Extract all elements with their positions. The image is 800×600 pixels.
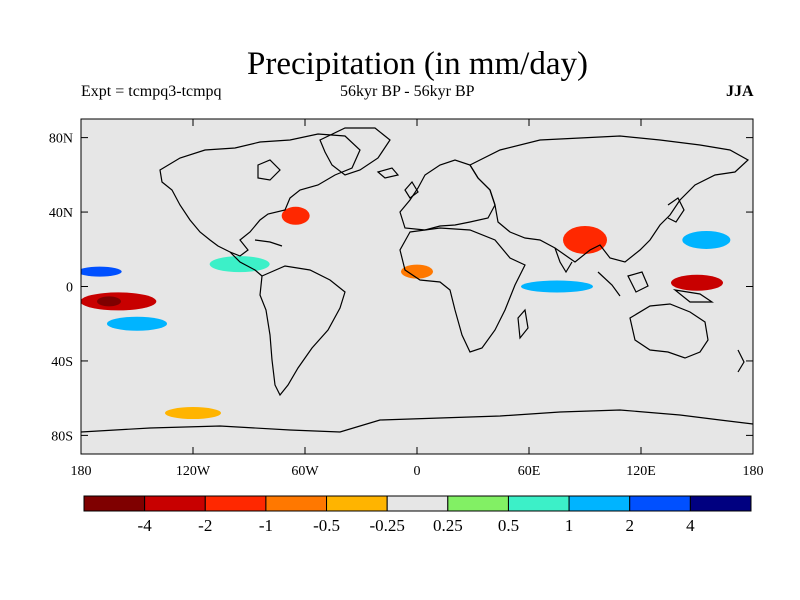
x-tick-label: 120E [626,464,656,479]
x-tick-label: 0 [414,464,421,479]
coastline-hudson-bay [257,159,281,181]
coastline-south-america [259,265,346,397]
anomaly-region-west-africa-drying [401,264,433,279]
anomaly-region-gulf-stream-drying [281,206,310,225]
anomaly-region-central-america-wetting [209,256,270,273]
colorbar-label: -0.25 [369,516,404,535]
anomaly-region-equatorial-pacific-wetting [81,266,122,277]
x-tick-label: 60E [518,464,541,479]
colorbar-label: -4 [138,516,153,535]
colorbar-swatch [629,495,691,512]
colorbar-label: -0.5 [313,516,340,535]
anomaly-region-central-pacific-drying-core [97,296,121,307]
coastline-new-zealand [737,349,745,373]
coastline-british-isles [404,180,419,199]
colorbar: -4 -2 -1 -0.5 -0.25 0.25 0.5 1 2 4 [83,495,752,535]
season-label: JJA [726,83,754,100]
anomaly-region-west-pacific-drying [671,274,723,291]
anomaly-region-south-pacific-wetting [107,316,167,331]
x-tick-label: 180 [743,464,764,479]
colorbar-swatch [326,495,388,512]
colorbar-label: 0.5 [498,516,519,535]
coastline-north-america [159,133,361,257]
coastline-central-america [229,251,263,277]
anomaly-region-indian-ocean-wetting [521,280,593,293]
anomaly-region-southern-ocean-drying [165,407,221,420]
coastline-sumatra [597,271,621,297]
chart-title: Precipitation (in mm/day) [247,46,588,82]
colorbar-label: 4 [686,516,695,535]
colorbar-label: -1 [259,516,273,535]
colorbar-label: -2 [198,516,212,535]
colorbar-label: 2 [625,516,634,535]
coastline-madagascar [517,308,529,340]
y-tick-label: 80N [49,132,73,147]
colorbar-swatch [568,495,631,512]
coastline-asia [469,135,750,263]
coastline-greenland [319,127,391,176]
coastline-new-guinea [672,289,714,303]
y-tick-label: 80S [51,429,73,444]
coastline-borneo [627,271,649,293]
anomaly-region-north-pacific-wetting [682,230,731,249]
colorbar-swatch [689,495,752,512]
x-tick-label: 180 [71,464,92,479]
coastline-iceland [376,167,400,179]
colorbar-swatch [386,495,449,512]
colorbar-swatch [144,495,206,512]
colorbar-swatch [507,495,570,512]
x-tick-label: 60W [291,464,319,479]
experiment-label: Expt = tcmpq3-tcmpq [81,83,222,100]
map-axes: 180 120W 60W 0 60E 120E 180 80N 40N 0 40S 80S [49,119,764,479]
period-label: 56kyr BP - 56kyr BP [340,83,475,100]
colorbar-swatch [83,495,146,512]
colorbar-label: 1 [565,516,574,535]
anomaly-region-south-asia-drying [563,225,607,254]
x-tick-label: 120W [176,464,211,479]
colorbar-swatch [265,495,328,512]
coastline-antarctica [81,409,753,433]
coastline-australia [629,303,709,359]
coastline-japan [667,197,685,223]
colorbar-swatch [204,495,267,512]
y-tick-label: 40N [49,206,73,221]
map-background [81,119,753,454]
coastline-cuba [254,239,283,247]
y-tick-label: 40S [51,355,73,370]
coastline-india [554,247,573,274]
colorbar-label: 0.25 [433,516,463,535]
coastline-africa [399,227,526,353]
colorbar-swatch [447,495,509,512]
coastline-layer [81,127,753,433]
y-tick-label: 0 [66,281,73,296]
